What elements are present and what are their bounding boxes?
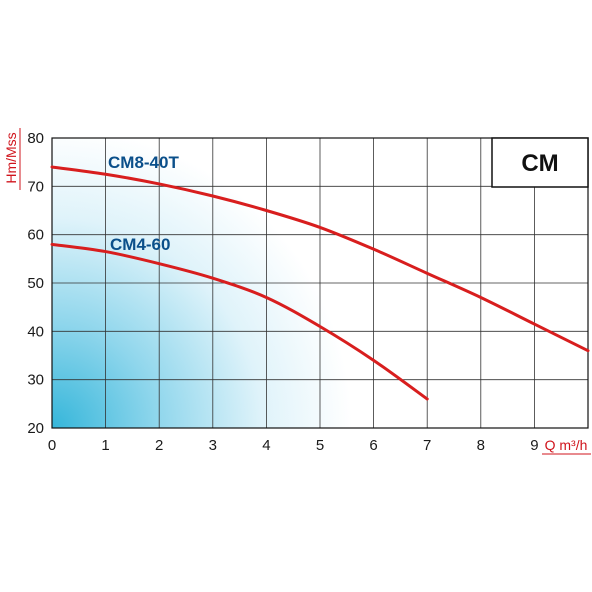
y-tick-label: 50: [27, 275, 44, 292]
y-tick-label: 40: [27, 323, 44, 340]
series-labels: CM8-40T CM4-60: [108, 153, 179, 254]
y-tick-labels: 20 30 40 50 60 70 80: [27, 130, 44, 437]
model-label: CM: [521, 150, 558, 177]
series-lines: [50, 165, 590, 401]
model-label-box: [491, 137, 589, 188]
x-tick-label: 2: [155, 437, 163, 454]
series-line-cm8-40t: [50, 165, 590, 353]
y-tick-label: 70: [27, 178, 44, 195]
x-tick-labels: 0 1 2 3 4 5 6 7 8 9: [48, 437, 539, 454]
x-tick-label: 3: [209, 437, 217, 454]
y-tick-label: 30: [27, 372, 44, 389]
x-axis-title: Q m³/h: [545, 437, 588, 453]
x-tick-label: 7: [423, 437, 431, 454]
x-tick-label: 5: [316, 437, 324, 454]
plot-frame: [51, 137, 589, 429]
y-tick-label: 80: [27, 130, 44, 147]
x-tick-label: 9: [530, 437, 538, 454]
series-label-cm4-60: CM4-60: [110, 235, 170, 254]
x-tick-label: 1: [101, 437, 109, 454]
series-line-cm4-60: [50, 242, 429, 401]
y-tick-label: 20: [27, 420, 44, 437]
x-tick-label: 4: [262, 437, 270, 454]
x-tick-label: 0: [48, 437, 56, 454]
x-tick-label: 8: [477, 437, 485, 454]
series-label-cm8-40t: CM8-40T: [108, 153, 179, 172]
y-tick-label: 60: [27, 227, 44, 244]
x-tick-label: 6: [369, 437, 377, 454]
y-axis-title: Hm/Mss: [3, 132, 19, 183]
